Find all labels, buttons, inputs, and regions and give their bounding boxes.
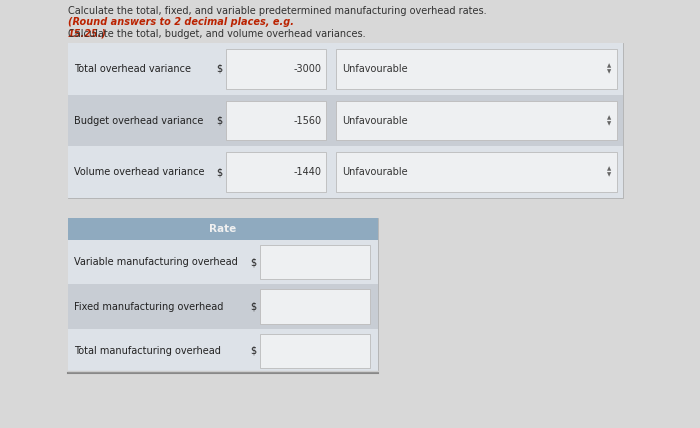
Text: ▲: ▲: [607, 115, 611, 120]
Text: Total manufacturing overhead: Total manufacturing overhead: [74, 346, 221, 356]
FancyBboxPatch shape: [226, 49, 326, 89]
Text: Fixed manufacturing overhead: Fixed manufacturing overhead: [74, 301, 223, 312]
Text: -3000: -3000: [294, 64, 322, 74]
Text: (Round answers to 2 decimal places, e.g.
15.25.): (Round answers to 2 decimal places, e.g.…: [68, 17, 294, 39]
Text: -1440: -1440: [294, 167, 322, 177]
Text: Budget overhead variance: Budget overhead variance: [74, 116, 204, 125]
Text: ▼: ▼: [607, 172, 611, 178]
FancyBboxPatch shape: [68, 329, 378, 373]
FancyBboxPatch shape: [226, 101, 326, 140]
FancyBboxPatch shape: [68, 218, 378, 240]
FancyBboxPatch shape: [68, 43, 623, 198]
FancyBboxPatch shape: [68, 43, 623, 95]
Text: Volume overhead variance: Volume overhead variance: [74, 167, 204, 177]
Text: -1560: -1560: [294, 116, 322, 125]
Text: $: $: [216, 64, 222, 74]
Text: Unfavourable: Unfavourable: [342, 116, 407, 125]
Text: Unfavourable: Unfavourable: [342, 64, 407, 74]
Text: ▲: ▲: [607, 166, 611, 172]
FancyBboxPatch shape: [336, 152, 617, 192]
Text: Total overhead variance: Total overhead variance: [74, 64, 191, 74]
Text: $: $: [250, 257, 256, 267]
Text: Calculate the total, budget, and volume overhead variances.: Calculate the total, budget, and volume …: [68, 29, 365, 39]
FancyBboxPatch shape: [68, 284, 378, 329]
Text: ▼: ▼: [607, 121, 611, 126]
Text: $: $: [216, 167, 222, 177]
Text: Calculate the total, fixed, and variable predetermined manufacturing overhead ra: Calculate the total, fixed, and variable…: [68, 6, 490, 16]
FancyBboxPatch shape: [68, 146, 623, 198]
FancyBboxPatch shape: [68, 95, 623, 146]
FancyBboxPatch shape: [68, 218, 378, 373]
Text: $: $: [250, 301, 256, 312]
Text: ▲: ▲: [607, 63, 611, 68]
FancyBboxPatch shape: [260, 334, 370, 368]
Text: Variable manufacturing overhead: Variable manufacturing overhead: [74, 257, 238, 267]
FancyBboxPatch shape: [68, 240, 378, 284]
FancyBboxPatch shape: [260, 245, 370, 279]
Text: $: $: [250, 346, 256, 356]
Text: ▼: ▼: [607, 69, 611, 74]
FancyBboxPatch shape: [336, 49, 617, 89]
FancyBboxPatch shape: [336, 101, 617, 140]
Text: Unfavourable: Unfavourable: [342, 167, 407, 177]
FancyBboxPatch shape: [226, 152, 326, 192]
Text: Rate: Rate: [209, 224, 237, 234]
Text: $: $: [216, 116, 222, 125]
FancyBboxPatch shape: [260, 289, 370, 324]
